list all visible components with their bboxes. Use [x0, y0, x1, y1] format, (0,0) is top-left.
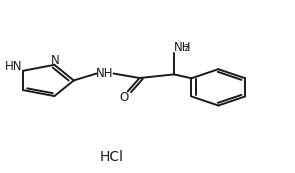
Text: O: O: [120, 91, 129, 104]
Text: 2: 2: [183, 44, 189, 53]
Text: HCl: HCl: [100, 151, 124, 164]
Text: N: N: [51, 54, 60, 67]
Text: NH: NH: [174, 41, 191, 54]
Text: NH: NH: [96, 67, 114, 80]
Text: HN: HN: [5, 60, 22, 73]
